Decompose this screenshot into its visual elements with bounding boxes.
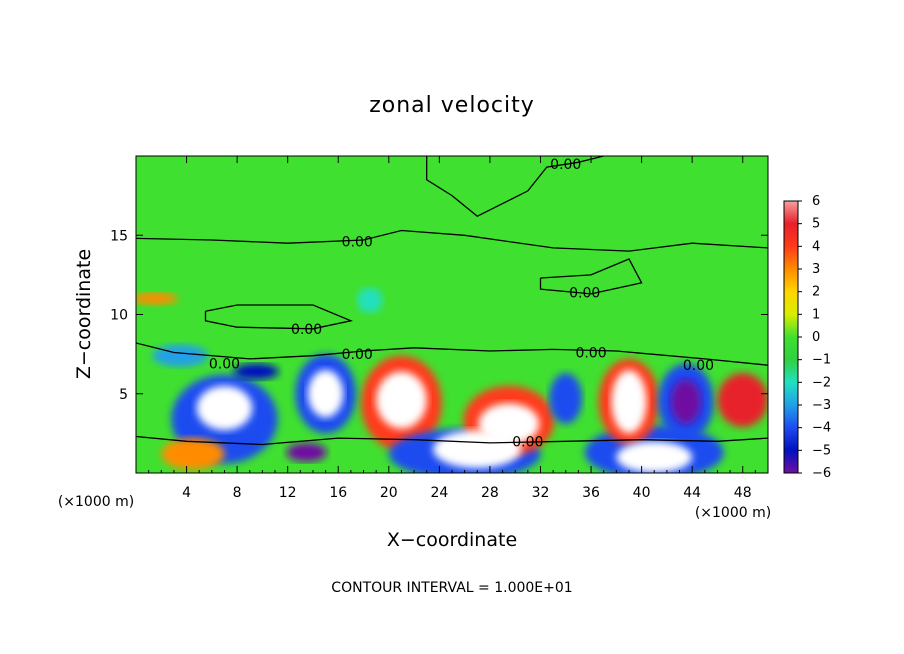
x-tick-label: 44 [683,485,701,501]
heatmap-cell [670,379,702,424]
x-tick-label: 12 [279,485,297,501]
y-axis: 5 10 15 [110,228,768,403]
contour-lines [136,156,768,446]
contour-label: 0.00 [209,357,240,373]
contour-line [136,342,768,366]
heatmap-cell [136,292,178,305]
x-tick-label: 24 [430,485,448,501]
contour-label: 0.00 [342,235,373,251]
heatmap-cell [376,371,427,429]
contour-line [136,229,768,252]
colorbar-tick-label: −5 [812,443,831,458]
y-tick-label: 15 [110,228,128,244]
plot-area: 0.00 0.00 0.00 0.00 0.00 0.00 0.00 0.00 0.00 [135,155,769,474]
y-axis-unit-label: (×1000 m) [58,494,134,510]
colorbar-tick-label: −6 [812,466,831,481]
colorbar-tick-label: 0 [812,330,820,345]
colorbar-tick-label: 3 [812,262,820,277]
x-tick-label: 20 [380,485,398,501]
colorbar-ticks: 6 5 4 3 2 1 0 −1 −2 −3 −4 −5 −6 [798,194,831,481]
heatmap-cell [478,403,540,445]
contour-label: 0.00 [512,434,543,450]
colorbar-tick-label: 6 [812,194,820,209]
contour-line [136,435,768,446]
colorbar-tick-label: 5 [812,217,820,232]
heatmap-cell [286,442,327,462]
chart-title: zonal velocity [369,93,535,118]
contour-line [204,304,354,330]
colorbar-tick-label: −3 [812,398,831,413]
heatmap-cell [616,441,693,473]
heatmap-cell [196,385,253,431]
heatmap-field [136,287,768,473]
heatmap-cell [307,369,344,418]
contour-label: 0.00 [342,347,373,363]
colorbar-tick-label: −2 [812,375,831,390]
heatmap-cell [233,363,279,380]
heatmap-cell [152,344,209,367]
contour-interval-note: CONTOUR INTERVAL = 1.000E+01 [331,580,572,596]
x-tick-label: 40 [633,485,651,501]
x-tick-label: 36 [582,485,600,501]
contour-label: 0.00 [291,322,322,338]
heatmap-cell [357,287,383,313]
heatmap-cell [717,373,768,428]
contour-label: 0.00 [683,358,714,374]
x-tick-label: 32 [532,485,550,501]
x-tick-label: 28 [481,485,499,501]
colorbar-tick-label: −1 [812,353,831,368]
x-tick-label: 48 [734,485,752,501]
contour-label: 0.00 [575,346,606,362]
x-tick-label: 16 [329,485,347,501]
colorbar-tick-label: 2 [812,285,820,300]
x-tick-label: 8 [233,485,242,501]
colorbar-tick-label: 1 [812,307,820,322]
x-axis-unit-label: (×1000 m) [695,505,771,521]
contour-label: 0.00 [550,157,581,173]
x-tick-label: 4 [182,485,191,501]
colorbar-gradient [783,200,799,474]
heatmap-cell [549,373,583,424]
heatmap-cell [161,438,225,470]
heatmap-cell [611,369,647,434]
y-tick-label: 10 [110,308,128,324]
contour-label: 0.00 [569,285,600,301]
y-axis-title: Z−coordinate [73,249,95,379]
colorbar: 6 5 4 3 2 1 0 −1 −2 −3 −4 −5 −6 [783,194,831,481]
contour-line [539,258,643,295]
y-tick-label: 5 [119,387,128,403]
colorbar-tick-label: 4 [812,239,820,254]
contour-line [426,156,604,217]
colorbar-tick-label: −4 [812,421,831,436]
x-axis: 4 8 12 16 20 24 28 32 36 40 44 48 [148,156,756,501]
contour-labels: 0.00 0.00 0.00 0.00 0.00 0.00 0.00 0.00 0.00 [209,157,714,450]
x-axis-title: X−coordinate [387,529,517,551]
